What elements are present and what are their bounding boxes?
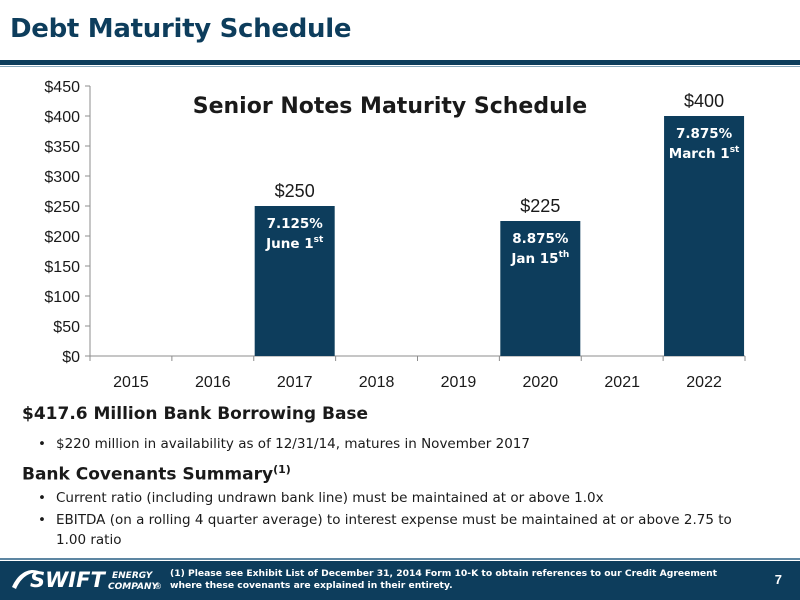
bar-date-suffix: st — [314, 235, 324, 245]
x-tick-label: 2021 — [604, 374, 640, 391]
covenant-bullet-text: EBITDA (on a rolling 4 quarter average) … — [56, 512, 732, 548]
covenant-bullet-2: • EBITDA (on a rolling 4 quarter average… — [38, 510, 746, 550]
bar-rate-label: 7.125% — [267, 216, 324, 232]
bar-date-suffix: th — [559, 250, 570, 260]
bar-date-text: Jan 15 — [510, 251, 558, 267]
bar-date-label: March 1st — [669, 145, 740, 162]
chart-axes: $0 $50 $100 $150 $200 $250 $300 $350 $400 $450 201… — [44, 79, 746, 391]
bar-2020 — [500, 221, 581, 356]
swift-swoosh-icon — [12, 569, 42, 589]
footer-rule — [0, 558, 800, 560]
x-tick-label: 2022 — [686, 374, 722, 391]
title-rule-thin — [0, 66, 800, 67]
bank-heading: $417.6 Million Bank Borrowing Base — [22, 404, 369, 424]
bar-2022 — [664, 116, 745, 356]
footnote: (1) Please see Exhibit List of December … — [170, 568, 718, 591]
page-title: Debt Maturity Schedule — [10, 14, 352, 44]
y-tick-label: $0 — [62, 349, 80, 366]
senior-notes-maturity-chart: Senior Notes Maturity Schedule $0 $50 $100… — [44, 79, 746, 391]
bar-date-text: March 1 — [669, 146, 730, 162]
x-tick-label: 2018 — [359, 374, 395, 391]
logo-word: SWIFT — [30, 568, 106, 592]
x-tick-label: 2019 — [441, 374, 477, 391]
covenant-bullet-1: • Current ratio (including undrawn bank … — [38, 488, 746, 508]
y-tick-label: $300 — [44, 169, 80, 186]
page-number: 7 — [774, 572, 782, 587]
bar-value-label: $400 — [684, 91, 724, 111]
covenants-heading-text: Bank Covenants Summary — [22, 464, 274, 485]
footer-band — [0, 561, 800, 600]
bar-date-label: June 1st — [265, 235, 324, 252]
logo-sub-bottom: COMPANY — [108, 582, 159, 592]
bar-date-text: June 1 — [265, 236, 314, 252]
bar-rate-label: 7.875% — [676, 126, 733, 142]
y-tick-label: $400 — [44, 109, 80, 126]
bar-2017 — [254, 206, 335, 356]
bank-bullet: • $220 million in availability as of 12/… — [38, 434, 746, 454]
bar-rate-label: 8.875% — [512, 231, 569, 247]
bar-value-label: $225 — [520, 196, 560, 216]
bullet-icon: • — [38, 436, 46, 452]
y-tick-label: $100 — [44, 289, 80, 306]
y-tick-label: $200 — [44, 229, 80, 246]
x-tick-label: 2015 — [113, 374, 149, 391]
y-tick-label: $350 — [44, 139, 80, 156]
x-tick-label: 2016 — [195, 374, 231, 391]
x-tick-label: 2020 — [523, 374, 559, 391]
y-tick-label: $50 — [53, 319, 80, 336]
covenants-heading: Bank Covenants Summary(1) — [22, 463, 291, 485]
covenant-bullet-text: Current ratio (including undrawn bank li… — [56, 490, 604, 506]
bar-value-label: $250 — [275, 181, 315, 201]
bar-date-suffix: st — [730, 145, 740, 155]
bar-date-label: Jan 15th — [510, 250, 569, 267]
bullet-icon: • — [38, 512, 46, 528]
y-tick-label: $150 — [44, 259, 80, 276]
y-tick-label: $250 — [44, 199, 80, 216]
title-rule — [0, 60, 800, 65]
chart-title: Senior Notes Maturity Schedule — [193, 94, 587, 119]
logo-registered-mark: ® — [154, 582, 162, 591]
y-tick-label: $450 — [44, 79, 80, 96]
swift-energy-logo: SWIFT ENERGY COMPANY ® — [12, 568, 162, 592]
x-tick-label: 2017 — [277, 374, 313, 391]
logo-sub-top: ENERGY — [112, 571, 154, 581]
bank-bullet-text: $220 million in availability as of 12/31… — [56, 436, 530, 452]
bullet-icon: • — [38, 490, 46, 506]
chart-bars — [254, 116, 745, 356]
covenants-heading-note: (1) — [273, 463, 291, 476]
